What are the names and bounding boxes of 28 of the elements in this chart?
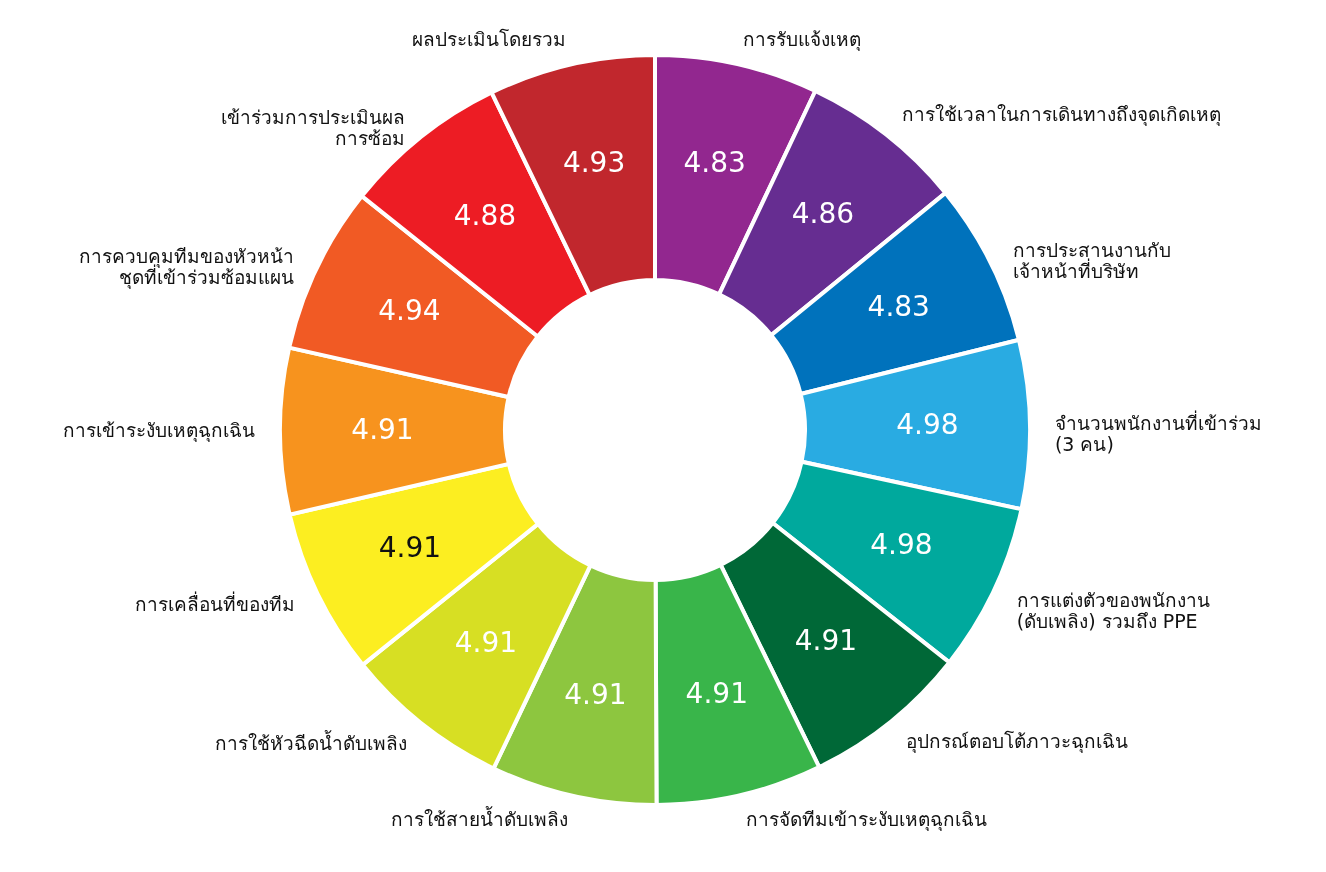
data-label: 4.88	[453, 199, 517, 233]
slice-label: การเข้าระงับเหตุฉุกเฉิน	[63, 419, 255, 444]
data-label: 4.93	[562, 146, 626, 180]
data-label: 4.91	[378, 531, 442, 565]
data-label: 4.91	[454, 625, 518, 659]
slice-label: การรับแจ้งเหตุ	[742, 27, 861, 52]
data-label: 4.91	[351, 412, 414, 446]
slice-label: ผลประเมินโดยรวม	[411, 28, 566, 51]
slice-label: การใช้เวลาในการเดินทางถึงจุดเกิดเหตุ	[901, 103, 1221, 128]
slice-label: อุปกรณ์ตอบโต้ภาวะฉุกเฉิน	[905, 729, 1128, 754]
data-label: 4.98	[896, 407, 959, 441]
data-label: 4.91	[685, 677, 748, 711]
data-label: 4.91	[794, 624, 858, 658]
slice-label: การใช้หัวฉีดน้ำดับเพลิง	[214, 729, 407, 754]
slice-label: การแต่งตัวของพนักงาน (ดับเพลิง) รวมถึง PPE	[1016, 588, 1210, 632]
slice-label: การจัดทีมเข้าระงับเหตุฉุกเฉิน	[745, 807, 987, 832]
data-label: 4.98	[870, 528, 933, 562]
slice-label: การเคลื่อนที่ของทีม	[135, 590, 296, 615]
slice-label: การประสานงานกับ เจ้าหน้าที่บริษัท	[1012, 239, 1171, 283]
data-label: 4.94	[378, 294, 441, 328]
data-label: 4.91	[564, 677, 627, 711]
slice-label: การใช้สายน้ำดับเพลิง	[390, 806, 568, 831]
data-label: 4.86	[791, 197, 855, 231]
slice-label: เข้าร่วมการประเมินผล การซ้อม	[221, 105, 406, 149]
slice-label: การควบคุมทีมของหัวหน้า ชุดที่เข้าร่วมซ้อมแผน	[79, 244, 295, 290]
slice-label: จำนวนพนักงานที่เข้าร่วม (3 คน)	[1054, 410, 1262, 456]
data-label: 4.83	[867, 290, 930, 324]
data-label: 4.83	[683, 146, 746, 180]
